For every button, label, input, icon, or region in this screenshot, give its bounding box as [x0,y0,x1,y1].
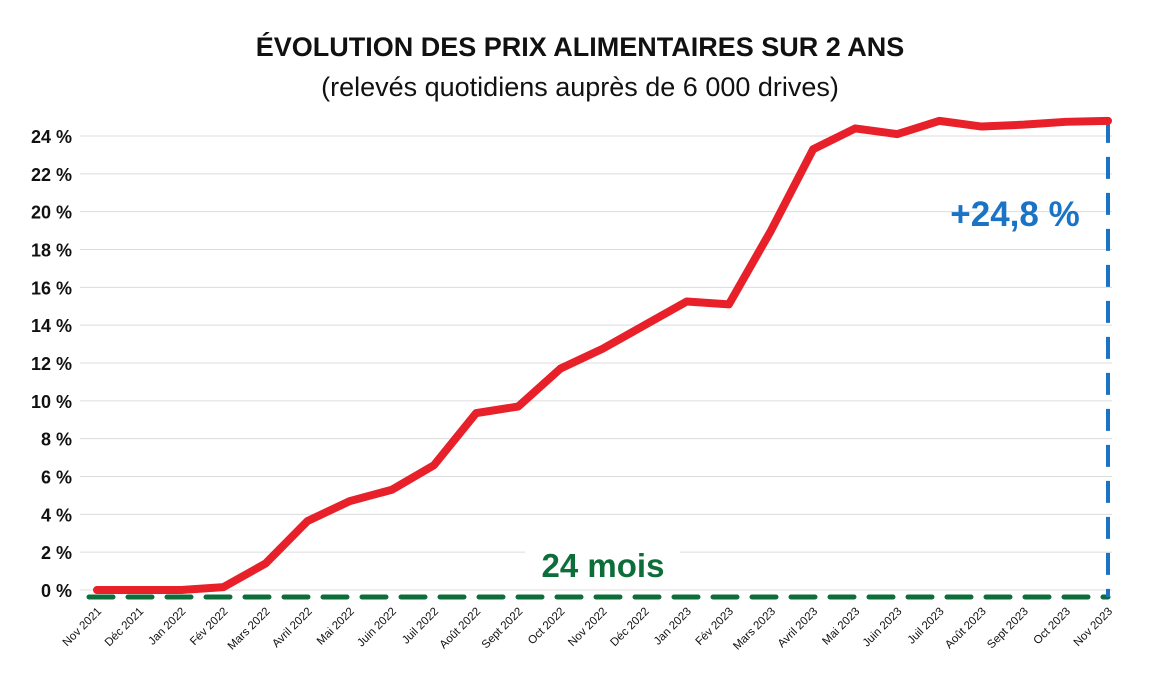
y-tick-label: 18 % [31,241,72,261]
x-tick-label: Nov 2022 [566,606,609,649]
x-tick-label: Juin 2023 [861,606,905,650]
y-tick-label: 0 % [41,581,72,601]
y-tick-label: 20 % [31,203,72,223]
y-tick-label: 6 % [41,468,72,488]
x-tick-label: Oct 2022 [526,606,567,647]
x-tick-label: Mai 2023 [820,606,862,648]
x-tick-label: Juil 2022 [400,606,441,647]
y-tick-label: 22 % [31,165,72,185]
duration-label: 24 mois [542,547,665,584]
x-tick-label: Août 2022 [438,606,484,652]
x-tick-label: Fév 2022 [188,606,230,648]
chart-title: ÉVOLUTION DES PRIX ALIMENTAIRES SUR 2 AN… [255,32,905,62]
x-tick-label: Déc 2022 [608,606,651,649]
x-tick-label: Avril 2023 [776,606,821,651]
x-tick-label: Mai 2022 [315,606,357,648]
y-tick-label: 8 % [41,430,72,450]
x-tick-label: Nov 2023 [1072,606,1115,649]
x-tick-label: Déc 2021 [103,606,146,649]
x-tick-label: Août 2023 [943,606,989,652]
x-tick-label: Mars 2022 [226,606,273,653]
x-tick-label: Juin 2022 [355,606,399,650]
y-tick-label: 10 % [31,392,72,412]
x-tick-label: Jan 2023 [652,606,694,648]
x-tick-label: Fév 2023 [694,606,736,648]
x-tick-label: Mars 2023 [731,606,778,653]
x-tick-label: Sept 2022 [480,606,526,652]
y-tick-label: 16 % [31,278,72,298]
x-tick-label: Avril 2022 [270,606,315,651]
x-tick-label: Jan 2022 [146,606,188,648]
y-tick-label: 14 % [31,316,72,336]
chart-subtitle: (relevés quotidiens auprès de 6 000 driv… [321,72,839,102]
x-tick-label: Juil 2023 [906,606,947,647]
x-tick-label: Nov 2021 [61,606,104,649]
duration-label-bg [525,540,680,586]
x-tick-label: Oct 2023 [1032,606,1073,647]
y-tick-label: 12 % [31,354,72,374]
y-tick-label: 24 % [31,127,72,147]
total-change-label: +24,8 % [950,195,1079,234]
y-tick-label: 2 % [41,543,72,563]
y-tick-label: 4 % [41,505,72,525]
x-tick-label: Sept 2023 [985,606,1031,652]
price-series-line [93,116,1112,594]
